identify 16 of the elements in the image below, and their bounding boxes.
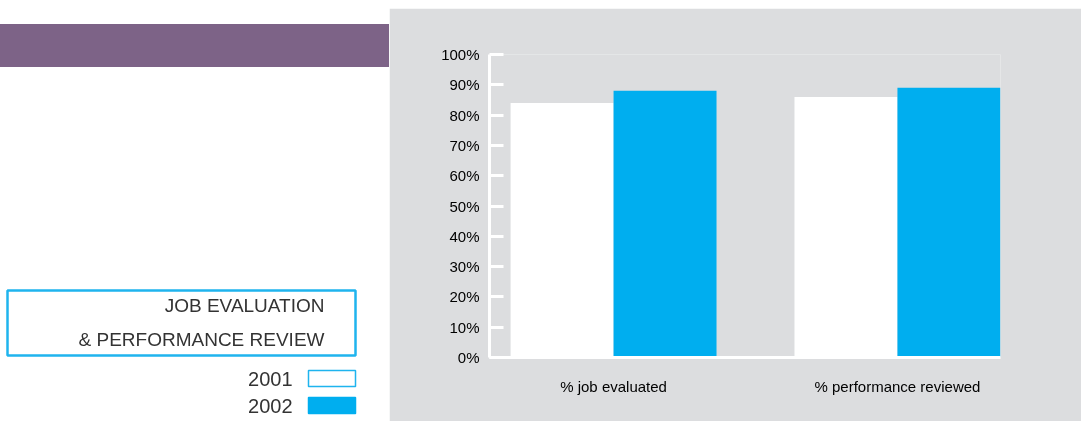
- y-tick-label: 100%: [441, 46, 480, 63]
- legend-label: 2001: [248, 367, 293, 390]
- y-tick-label: 70%: [449, 136, 480, 154]
- x-tick-label: % performance reviewed: [814, 377, 981, 395]
- y-tick-label: 20%: [449, 288, 480, 306]
- y-tick-label: 40%: [449, 227, 480, 245]
- y-tick-label: 60%: [449, 167, 480, 185]
- y-tick-label: 50%: [449, 197, 480, 215]
- x-tick-label: % job evaluated: [560, 377, 667, 395]
- text: JOB EVALUATION & PERFORMANCE REVIEW: [78, 295, 325, 350]
- y-tick-label: 90%: [449, 76, 480, 94]
- y-tick-label: 0%: [457, 349, 480, 366]
- y-tick-label: 10%: [449, 318, 480, 336]
- legend-label: 2002: [248, 394, 293, 417]
- y-tick-label: 30%: [449, 258, 480, 276]
- y-tick-label: 80%: [449, 106, 480, 124]
